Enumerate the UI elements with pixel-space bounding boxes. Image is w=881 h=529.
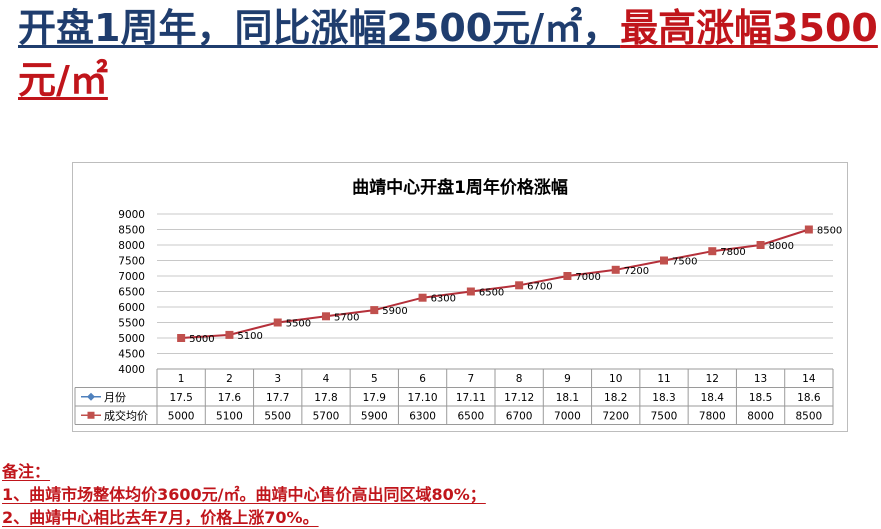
table-cell: 18.1: [556, 392, 579, 404]
data-point: [708, 247, 717, 256]
y-tick-label: 5500: [118, 318, 145, 330]
data-point: [225, 330, 234, 339]
x-tick-label: 12: [706, 373, 719, 385]
table-cell: 17.8: [314, 392, 337, 404]
headline: 开盘1周年，同比涨幅2500元/㎡，最高涨幅3500元/㎡: [18, 2, 878, 106]
x-tick-label: 10: [609, 373, 622, 385]
data-label: 5900: [382, 306, 407, 317]
table-cell: 17.10: [408, 392, 438, 404]
table-cell: 18.4: [701, 392, 725, 404]
data-point: [466, 287, 475, 296]
table-cell: 18.3: [652, 392, 675, 404]
data-point: [370, 306, 379, 315]
table-cell: 5900: [361, 410, 388, 422]
table-cell: 17.5: [169, 392, 192, 404]
y-tick-label: 4000: [118, 364, 145, 376]
x-tick-label: 5: [371, 373, 378, 385]
x-tick-label: 4: [323, 373, 330, 385]
data-label: 6700: [527, 281, 552, 292]
table-cell: 17.12: [504, 392, 534, 404]
table-cell: 17.6: [218, 392, 242, 404]
legend-marker-price: [87, 411, 95, 419]
data-label: 7800: [720, 247, 745, 258]
table-cell: 18.2: [604, 392, 627, 404]
table-cell: 17.7: [266, 392, 289, 404]
table-cell: 6300: [409, 410, 436, 422]
table-cell: 5500: [264, 410, 291, 422]
notes-block: 备注： 1、曲靖市场整体均价3600元/㎡。曲靖中心售价高出同区域80%； 2、…: [2, 460, 486, 529]
notes-line-2: 2、曲靖中心相比去年7月，价格上涨70%。: [2, 508, 319, 527]
x-tick-label: 14: [802, 373, 816, 385]
y-tick-label: 9000: [118, 209, 145, 221]
notes-heading: 备注：: [2, 462, 51, 481]
y-tick-label: 5000: [118, 333, 145, 345]
table-cell: 7500: [651, 410, 678, 422]
x-tick-label: 6: [419, 373, 426, 385]
table-cell: 5700: [313, 410, 340, 422]
data-point: [418, 293, 427, 302]
y-tick-label: 4500: [118, 349, 145, 361]
y-tick-label: 8500: [118, 225, 145, 237]
table-cell: 7200: [602, 410, 629, 422]
x-tick-label: 11: [657, 373, 670, 385]
data-point: [563, 272, 572, 280]
table-cell: 6500: [457, 410, 484, 422]
data-point: [804, 225, 813, 234]
y-tick-label: 8000: [118, 240, 145, 252]
x-tick-label: 7: [468, 373, 475, 385]
x-tick-label: 13: [754, 373, 767, 385]
table-cell: 8500: [795, 410, 822, 422]
headline-part-2: 最高涨幅3500元/㎡: [18, 6, 878, 102]
y-tick-label: 6000: [118, 302, 145, 314]
chart-panel: 曲靖中心开盘1周年价格涨幅 4000 4500 5000 5500 6000 6500 700…: [72, 162, 848, 432]
data-label: 7500: [672, 257, 697, 268]
table-cell: 5100: [216, 410, 243, 422]
data-point: [177, 334, 186, 342]
table-cell: 6700: [506, 410, 533, 422]
data-point: [756, 241, 765, 249]
series-name: 成交均价: [104, 408, 148, 422]
data-label: 5000: [189, 334, 214, 345]
y-tick-label: 7000: [118, 271, 145, 283]
headline-part-1: 开盘1周年，同比涨幅2500元/㎡，: [18, 6, 621, 50]
price-series-line: [181, 228, 810, 339]
x-tick-label: 9: [564, 373, 571, 385]
data-label: 6500: [479, 288, 504, 299]
legend-marker-month: [87, 392, 95, 401]
data-label: 7000: [575, 272, 600, 283]
chart-title: 曲靖中心开盘1周年价格涨幅: [352, 177, 568, 198]
notes-line-1: 1、曲靖市场整体均价3600元/㎡。曲靖中心售价高出同区域80%；: [2, 485, 486, 504]
table-cell: 7000: [554, 410, 581, 422]
data-label: 8000: [769, 241, 794, 252]
table-cell: 5000: [168, 410, 195, 422]
price-line-chart: 曲靖中心开盘1周年价格涨幅 4000 4500 5000 5500 6000 6500 700…: [74, 177, 842, 425]
data-point: [322, 312, 330, 321]
table-cell: 17.11: [456, 392, 486, 404]
table-cell: 7800: [699, 410, 726, 422]
x-tick-label: 1: [178, 373, 185, 385]
series-name: 月份: [104, 391, 126, 404]
data-label: 5100: [237, 331, 262, 342]
data-label: 5500: [286, 319, 311, 330]
data-point: [515, 281, 524, 290]
x-tick-label: 8: [516, 373, 523, 385]
table-cell: 8000: [747, 410, 774, 422]
y-tick-label: 6500: [118, 287, 145, 299]
data-label: 5700: [334, 312, 359, 323]
data-label: 8500: [817, 226, 842, 237]
table-cell: 17.9: [363, 392, 386, 404]
table-cell: 18.6: [797, 392, 821, 404]
x-tick-label: 3: [274, 373, 281, 385]
y-tick-label: 7500: [118, 256, 145, 268]
data-label: 6300: [431, 294, 456, 305]
data-label: 7200: [624, 266, 649, 277]
data-point: [611, 265, 620, 274]
data-point: [273, 318, 282, 327]
x-tick-label: 2: [226, 373, 233, 385]
data-point: [660, 256, 668, 265]
table-cell: 18.5: [749, 392, 772, 404]
